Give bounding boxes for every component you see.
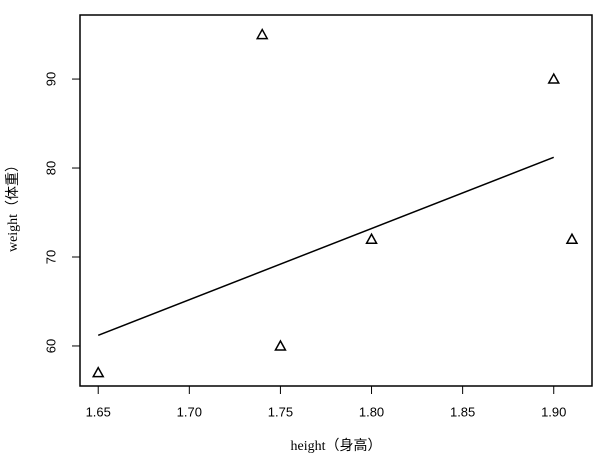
x-tick-label: 1.80 — [359, 404, 384, 419]
x-tick-label: 1.65 — [86, 404, 111, 419]
y-tick-label: 70 — [43, 250, 58, 264]
y-tick-label: 60 — [43, 339, 58, 353]
x-tick-label: 1.85 — [450, 404, 475, 419]
x-axis-title: height（身高） — [291, 437, 382, 454]
point — [565, 232, 579, 244]
y-tick-label: 80 — [43, 161, 58, 175]
point — [274, 339, 287, 351]
point — [547, 72, 561, 84]
x-tick-label: 1.70 — [177, 404, 202, 419]
fit-line — [97, 156, 555, 336]
x-tick-label: 1.75 — [268, 404, 293, 419]
point — [91, 366, 105, 378]
plot-frame — [79, 14, 593, 387]
x-tick-label: 1.90 — [541, 404, 566, 419]
point — [255, 28, 269, 40]
point — [365, 232, 378, 244]
y-tick-label: 90 — [43, 72, 58, 86]
y-axis-title: weight（体重） — [5, 158, 21, 252]
